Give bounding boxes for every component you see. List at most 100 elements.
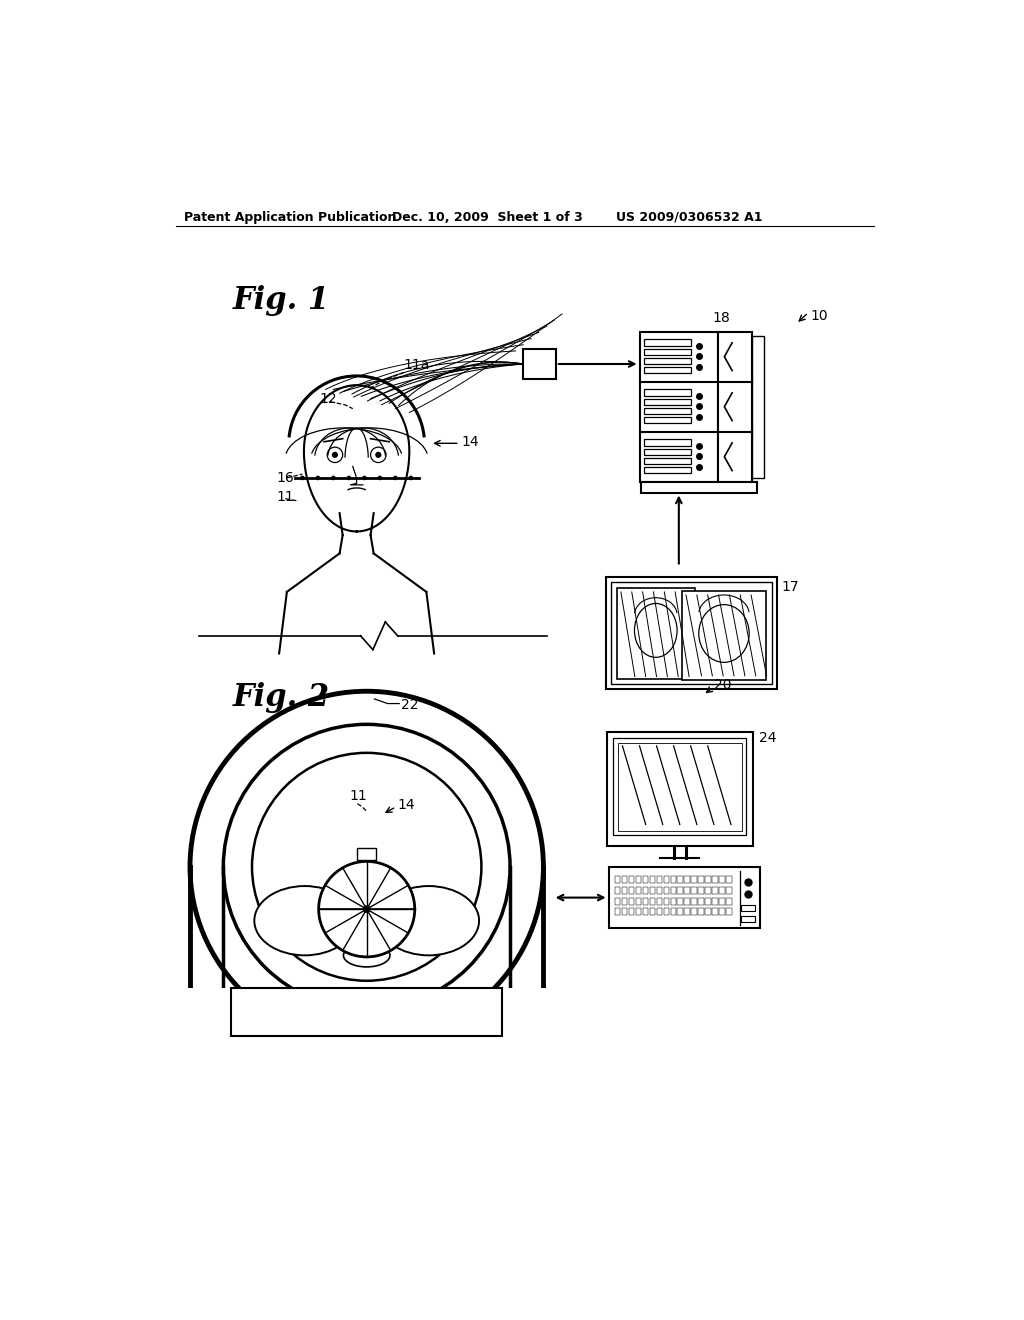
Bar [656,898,662,904]
Bar [741,906,755,911]
Bar [698,908,703,915]
Bar [643,876,648,883]
Bar [523,350,556,379]
Bar [614,908,621,915]
Bar [726,898,732,904]
Bar [726,887,732,894]
Text: Fig. 2: Fig. 2 [232,682,330,713]
Bar [607,733,753,846]
Circle shape [318,862,415,957]
Bar [614,876,621,883]
Bar [684,898,690,904]
Text: US 2009/0306532 A1: US 2009/0306532 A1 [616,211,763,224]
Bar [671,876,676,883]
Circle shape [393,475,397,480]
Bar [636,898,641,904]
Text: Patent Application Publication: Patent Application Publication [183,211,396,224]
Bar [726,876,732,883]
Bar [644,399,690,405]
Bar [752,335,764,478]
Bar [622,908,627,915]
Bar [719,898,725,904]
Bar [671,887,676,894]
Text: 18: 18 [712,310,730,325]
Text: 24: 24 [759,731,776,746]
Circle shape [332,451,338,458]
Bar [698,876,703,883]
Circle shape [378,475,382,480]
Bar [640,331,718,482]
Bar [671,898,676,904]
Bar [719,876,725,883]
Text: 14: 14 [461,434,479,449]
Bar [656,908,662,915]
Bar [671,908,676,915]
Bar [691,898,697,904]
Bar [611,582,772,684]
Bar [643,887,648,894]
Bar [684,887,690,894]
Bar [617,743,741,830]
Bar [629,898,634,904]
Bar [629,908,634,915]
Bar [718,331,752,482]
Bar [636,876,641,883]
Bar [617,589,694,678]
Bar [698,887,703,894]
Bar [608,867,760,928]
Text: 11: 11 [349,789,368,803]
Bar [691,887,697,894]
Ellipse shape [254,886,355,956]
Bar [656,876,662,883]
Bar [691,876,697,883]
Bar [644,389,690,396]
Bar [649,887,655,894]
Bar [664,887,669,894]
Bar [719,908,725,915]
Bar [644,458,690,465]
Bar [644,467,690,474]
Bar [726,908,732,915]
Bar [678,898,683,904]
Bar [713,887,718,894]
Bar [713,898,718,904]
Bar [684,876,690,883]
Bar [706,898,711,904]
Ellipse shape [378,886,479,956]
Text: 22: 22 [400,698,418,711]
Text: 20: 20 [714,678,731,692]
Bar [644,440,690,446]
Ellipse shape [343,944,390,966]
Bar [636,908,641,915]
Text: 12: 12 [319,392,337,405]
Circle shape [300,475,305,480]
Bar [678,887,683,894]
Bar [741,916,755,923]
Text: 11a: 11a [403,358,429,372]
Bar [606,577,776,689]
Bar [641,482,758,492]
Bar [706,887,711,894]
Bar [649,908,655,915]
Bar [644,408,690,414]
Bar [636,887,641,894]
Circle shape [346,475,351,480]
Bar [682,591,766,680]
Bar [664,876,669,883]
Bar [664,908,669,915]
Bar [649,898,655,904]
Bar [644,449,690,455]
Bar [644,339,690,346]
Bar [644,348,690,355]
Circle shape [409,475,414,480]
Bar [629,876,634,883]
Text: 16: 16 [276,471,295,484]
Bar [643,908,648,915]
Text: 17: 17 [781,579,799,594]
Text: 11: 11 [276,490,295,504]
Bar [357,847,376,859]
Bar [719,887,725,894]
Bar [622,887,627,894]
Bar [713,876,718,883]
Bar [231,989,503,1036]
